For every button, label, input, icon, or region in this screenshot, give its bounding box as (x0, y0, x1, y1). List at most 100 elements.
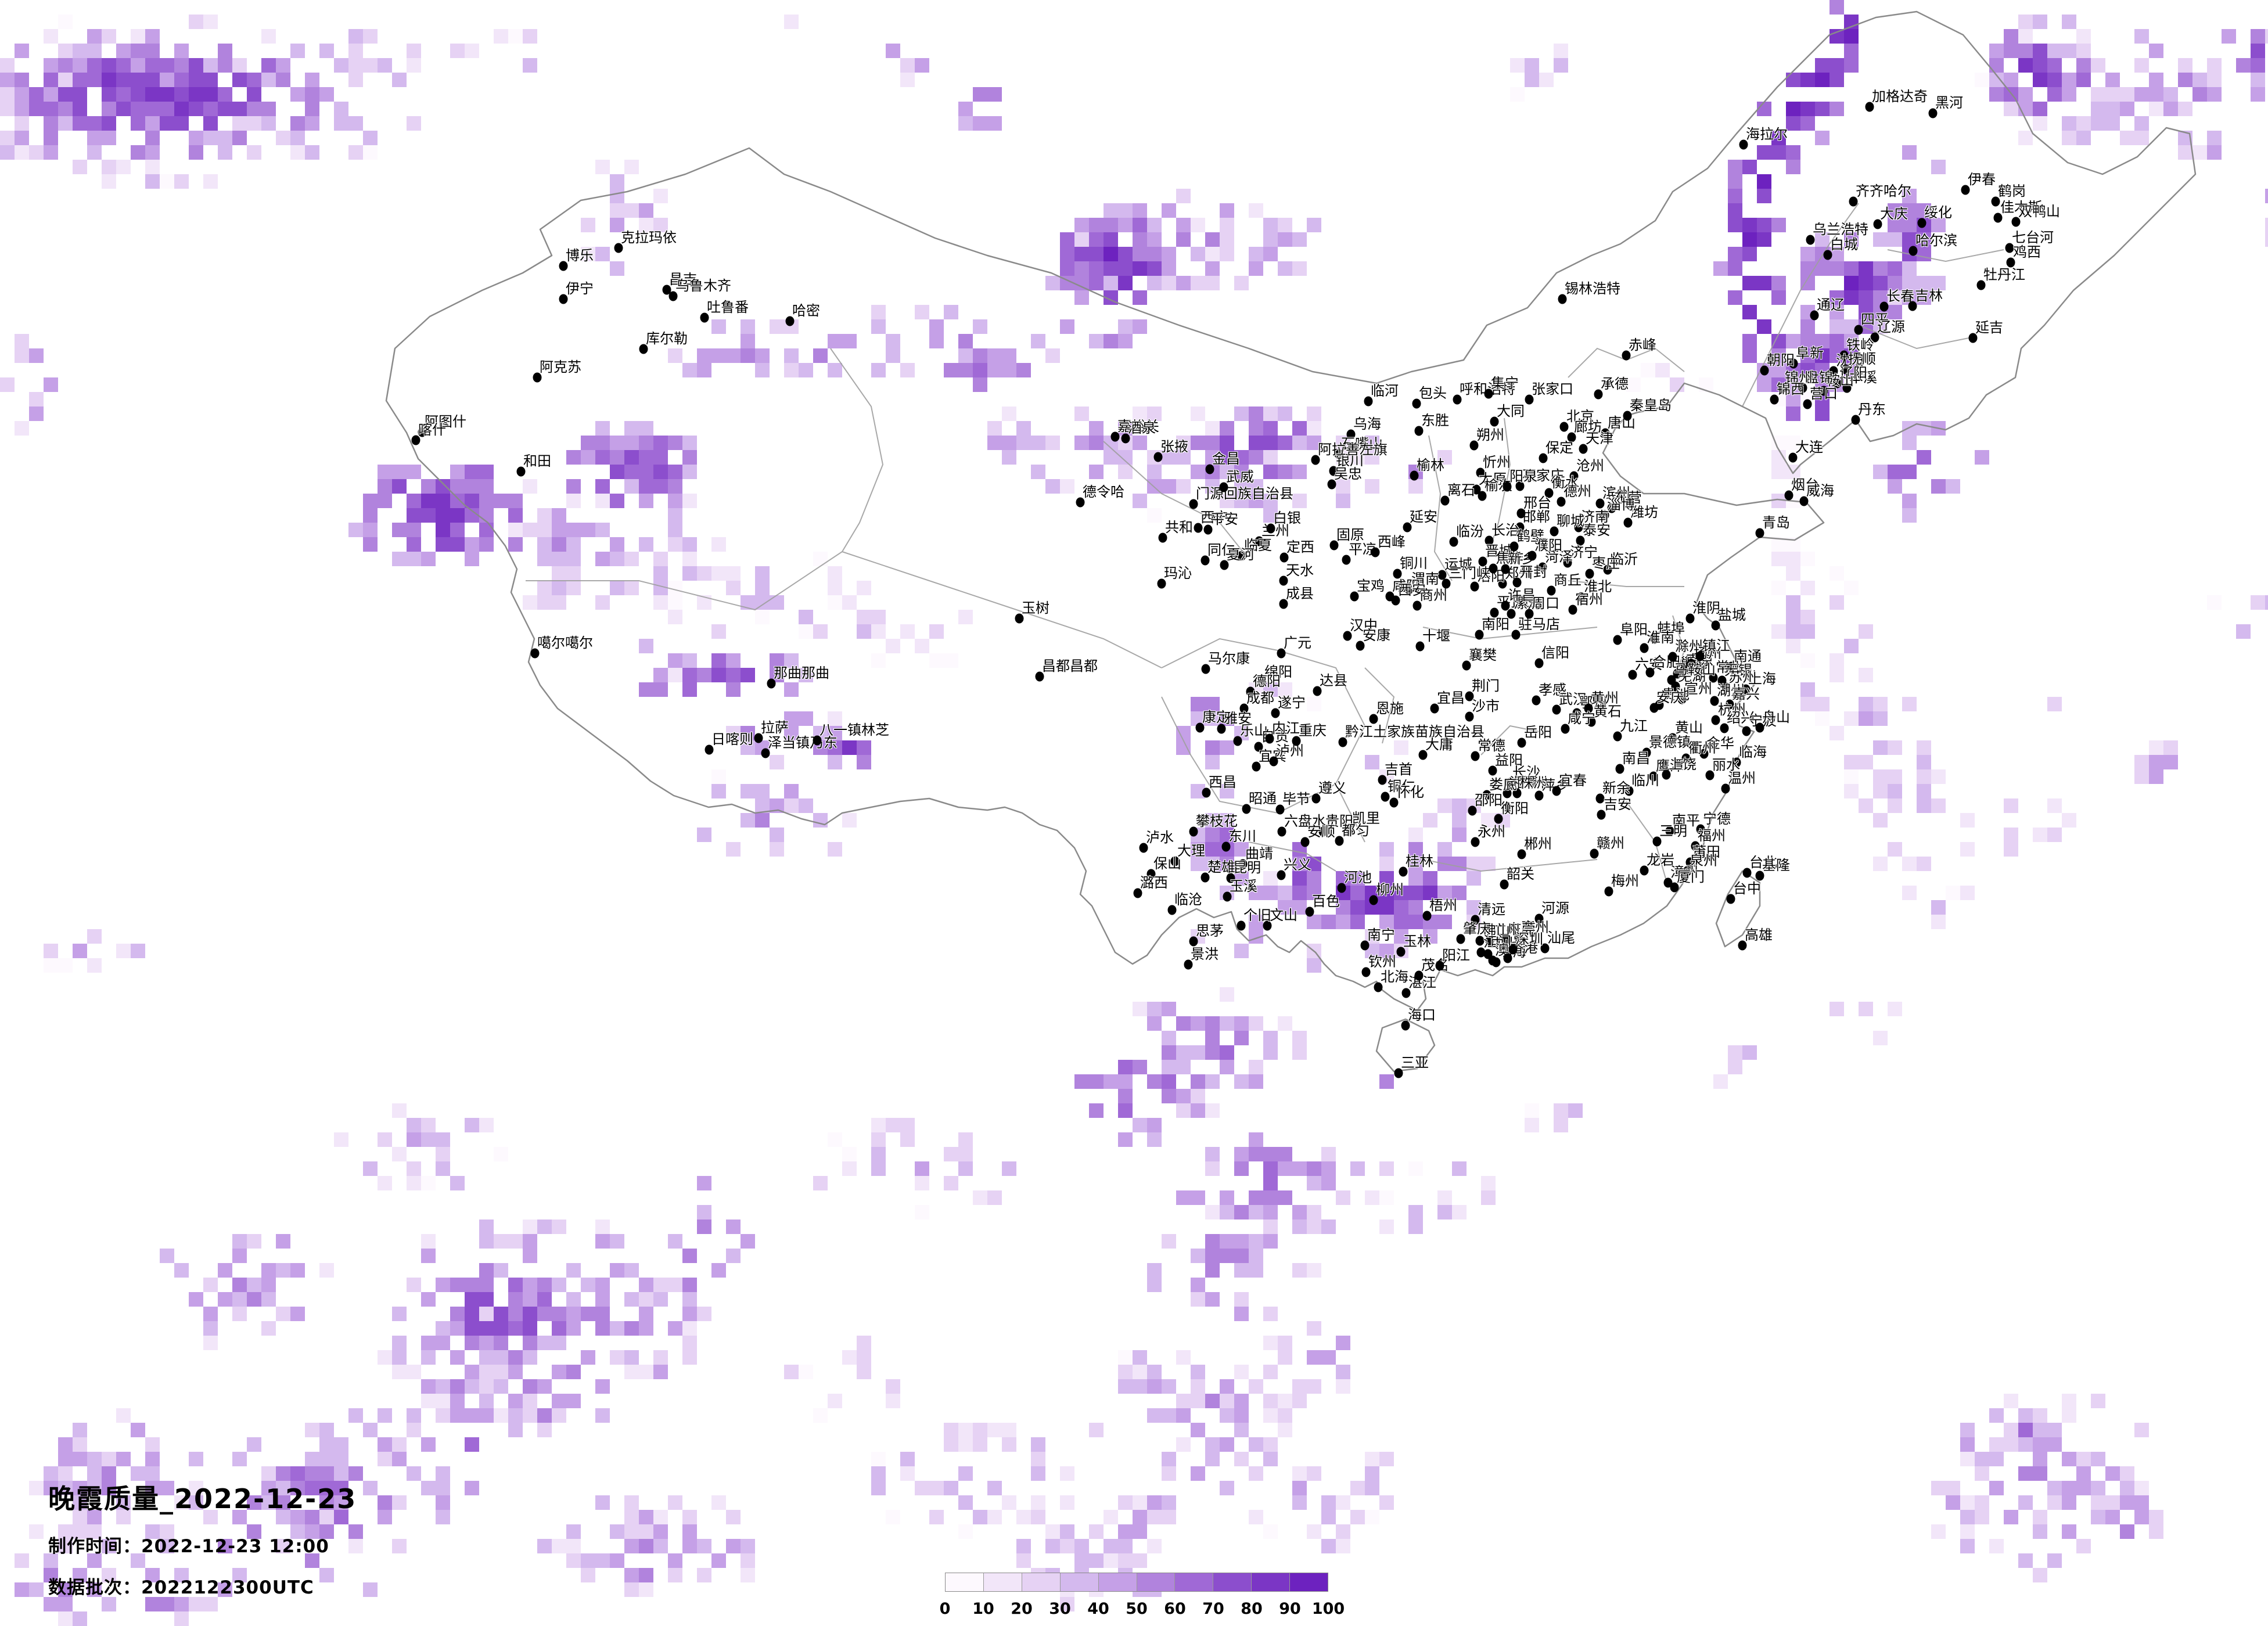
city-label: 青岛 (1762, 515, 1790, 531)
city-label: 泸水 (1146, 829, 1174, 846)
city-label: 西昌 (1209, 774, 1237, 790)
heat-cell (145, 44, 160, 58)
legend-swatch (1213, 1573, 1252, 1591)
city-label: 咸宁 (1568, 710, 1595, 726)
city-label: 商丘 (1554, 572, 1582, 588)
heat-cell (15, 73, 29, 87)
city-label: 八一镇林芝 (820, 722, 889, 738)
city-label: 大庆 (1880, 206, 1908, 222)
heat-cell (160, 116, 174, 131)
city-label: 成县 (1286, 585, 1314, 602)
heat-cell (102, 174, 116, 189)
heat-cell (29, 145, 44, 160)
city-label: 门源回族自治县 (1196, 485, 1293, 502)
city-label: 襄樊 (1469, 647, 1497, 663)
city-label: 吉首 (1385, 761, 1412, 778)
heat-cell (58, 116, 73, 131)
city-label: 延吉 (1975, 319, 2003, 336)
heat-cell (174, 73, 189, 87)
city-label: 玉溪 (1230, 878, 1257, 894)
city-label: 金昌 (1212, 451, 1240, 467)
city-label: 河源 (1541, 900, 1569, 916)
heat-cell (145, 58, 160, 73)
city-label: 海口 (1408, 1007, 1436, 1023)
city-label: 广元 (1284, 635, 1311, 651)
city-label: 沧州 (1576, 458, 1604, 474)
heat-cell (348, 58, 363, 73)
heat-cell (0, 145, 15, 160)
city-label: 东川 (1228, 828, 1256, 844)
city-label: 锦西 (1777, 381, 1805, 397)
heat-cell (160, 87, 174, 102)
heat-cell (334, 116, 348, 131)
city-label: 遵义 (1318, 780, 1346, 796)
city-label: 七台河 (2012, 229, 2054, 246)
legend-swatch (946, 1573, 984, 1591)
heat-cell (29, 392, 44, 406)
city-label: 吉林 (1915, 287, 1943, 304)
heat-cell (334, 58, 348, 73)
city-label: 清远 (1478, 901, 1505, 918)
heat-cell (29, 348, 44, 363)
legend-swatch (1252, 1573, 1291, 1591)
city-label: 黑河 (1935, 95, 1963, 111)
heat-cell (87, 145, 102, 160)
city-label: 怀化 (1396, 784, 1424, 800)
heat-cell (348, 29, 363, 44)
city-label: 安康 (1363, 627, 1390, 643)
city-label: 宁德 (1703, 811, 1731, 827)
heat-cell (15, 116, 29, 131)
city-label: 大连 (1795, 439, 1823, 455)
heat-cell (174, 44, 189, 58)
city-label: 保定 (1545, 440, 1573, 456)
heat-cell (203, 131, 218, 145)
heat-cell (73, 87, 87, 102)
heat-cell (305, 145, 319, 160)
city-label: 忻州 (1483, 454, 1511, 470)
heat-cell (0, 73, 15, 87)
city-label: 都匀 (1342, 822, 1370, 839)
city-label: 临沧 (1174, 891, 1202, 908)
city-label: 邢台 (1523, 495, 1551, 511)
heat-cell (189, 145, 203, 160)
city-label: 三亚 (1401, 1055, 1429, 1071)
city-label: 沙市 (1472, 698, 1500, 714)
heat-cell (58, 73, 73, 87)
city-label: 大庸 (1425, 736, 1453, 753)
heat-cell (145, 29, 160, 44)
heat-cell (189, 102, 203, 116)
data-batch-row: 数据批次：2022122300UTC (48, 1573, 357, 1599)
heat-cell (305, 87, 319, 102)
city-label: 共和 (1165, 519, 1193, 535)
heat-cell (116, 160, 131, 174)
city-label: 张家口 (1532, 381, 1573, 397)
heat-cell (305, 73, 319, 87)
city-label: 昌都昌都 (1042, 658, 1098, 674)
city-label: 潞西 (1140, 875, 1168, 891)
city-label: 延安 (1410, 509, 1437, 525)
city-label: 库尔勒 (646, 330, 688, 347)
made-time-value: 2022-12-23 12:00 (141, 1536, 329, 1557)
heat-cell (290, 131, 305, 145)
heat-cell (44, 131, 58, 145)
city-label: 毕节 (1282, 791, 1310, 807)
city-label: 噶尔噶尔 (537, 635, 593, 651)
heat-cell (160, 58, 174, 73)
heat-cell (363, 145, 378, 160)
heat-cell (58, 58, 73, 73)
heat-cell (232, 58, 247, 73)
data-batch-label: 数据批次： (48, 1577, 141, 1598)
city-label: 信阳 (1541, 645, 1569, 661)
heat-cell (218, 44, 232, 58)
heat-cell (160, 73, 174, 87)
city-label: 九江 (1620, 718, 1648, 734)
city-label: 景德镇 (1649, 734, 1691, 750)
heat-cell (44, 73, 58, 87)
heat-cell (15, 145, 29, 160)
heat-cell (261, 29, 276, 44)
heat-cell (174, 87, 189, 102)
city-label: 加格达奇 (1872, 88, 1928, 105)
heat-cell (102, 87, 116, 102)
heat-cell (131, 102, 145, 116)
city-label: 伊宁 (566, 280, 594, 297)
